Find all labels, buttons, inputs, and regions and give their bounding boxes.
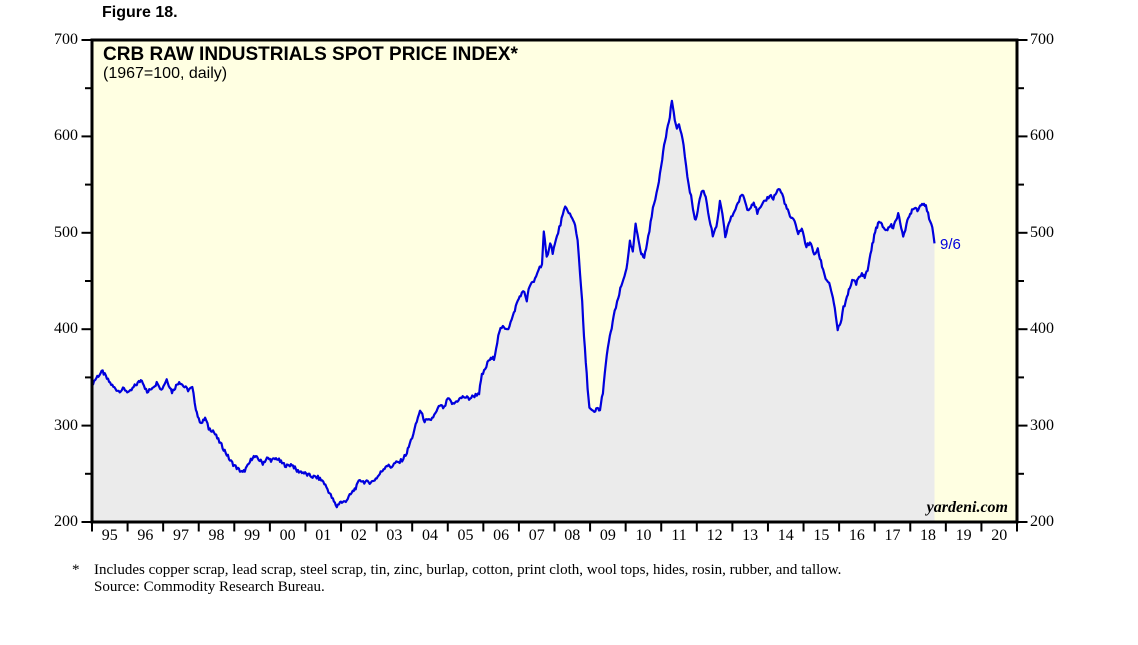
x-axis-year-label: 99 (244, 527, 261, 544)
y-axis-label-left: 400 (54, 320, 78, 338)
y-axis-label-right: 700 (1030, 31, 1054, 48)
x-axis-year-label: 11 (671, 527, 687, 544)
x-axis-year-label: 03 (386, 527, 403, 544)
x-axis-year-label: 04 (421, 527, 438, 544)
x-axis-year-label: 06 (493, 527, 510, 544)
x-axis-year-label: 07 (528, 527, 545, 544)
x-axis-year-label: 97 (172, 527, 189, 544)
footnote-marker: * (72, 562, 80, 578)
x-axis-year-label: 08 (564, 527, 581, 544)
x-axis-year-label: 13 (742, 527, 759, 544)
x-axis-year-label: 09 (599, 527, 616, 544)
x-axis-year-label: 19 (955, 527, 972, 544)
price-line (91, 99, 936, 509)
footnote-text: Includes copper scrap, lead scrap, steel… (94, 562, 842, 578)
y-axis-label-left: 600 (54, 127, 78, 145)
x-axis-year-label: 96 (137, 527, 154, 544)
y-axis-label-right: 300 (1030, 416, 1054, 434)
x-axis-year-label: 14 (777, 527, 794, 544)
figure-label: Figure 18. (102, 4, 178, 21)
y-axis-label-right: 600 (1030, 127, 1054, 145)
y-axis-label-left: 300 (54, 416, 78, 434)
x-axis-year-label: 20 (991, 527, 1008, 544)
x-axis-year-label: 02 (350, 527, 367, 544)
x-axis-year-label: 15 (813, 527, 830, 544)
watermark: yardeni.com (926, 499, 1008, 516)
last-point-label: 9/6 (940, 236, 961, 253)
x-axis-year-label: 18 (920, 527, 937, 544)
footnote: * Includes copper scrap, lead scrap, ste… (72, 562, 841, 596)
y-axis-label-left: 200 (54, 513, 78, 530)
x-axis-year-label: 00 (279, 527, 296, 544)
y-axis-label-left: 500 (54, 223, 78, 241)
area-fill (92, 100, 935, 523)
y-axis-label-right: 500 (1030, 223, 1054, 241)
chart-title: CRB RAW INDUSTRIALS SPOT PRICE INDEX* (103, 44, 518, 65)
x-axis-year-label: 12 (706, 527, 723, 544)
y-axis-label-right: 400 (1030, 320, 1054, 338)
x-axis-year-label: 16 (848, 527, 865, 544)
footnote-source: Source: Commodity Research Bureau. (94, 579, 325, 595)
x-axis-year-label: 05 (457, 527, 474, 544)
y-axis-label-left: 700 (54, 31, 78, 48)
x-axis-year-label: 10 (635, 527, 652, 544)
x-axis-year-label: 01 (315, 527, 332, 544)
chart-subtitle: (1967=100, daily) (103, 65, 228, 82)
plot-frame (90, 38, 1019, 524)
x-axis-year-label: 17 (884, 527, 901, 544)
x-axis-year-label: 95 (101, 527, 118, 544)
y-axis-label-right: 200 (1030, 513, 1054, 530)
x-axis-year-label: 98 (208, 527, 225, 544)
